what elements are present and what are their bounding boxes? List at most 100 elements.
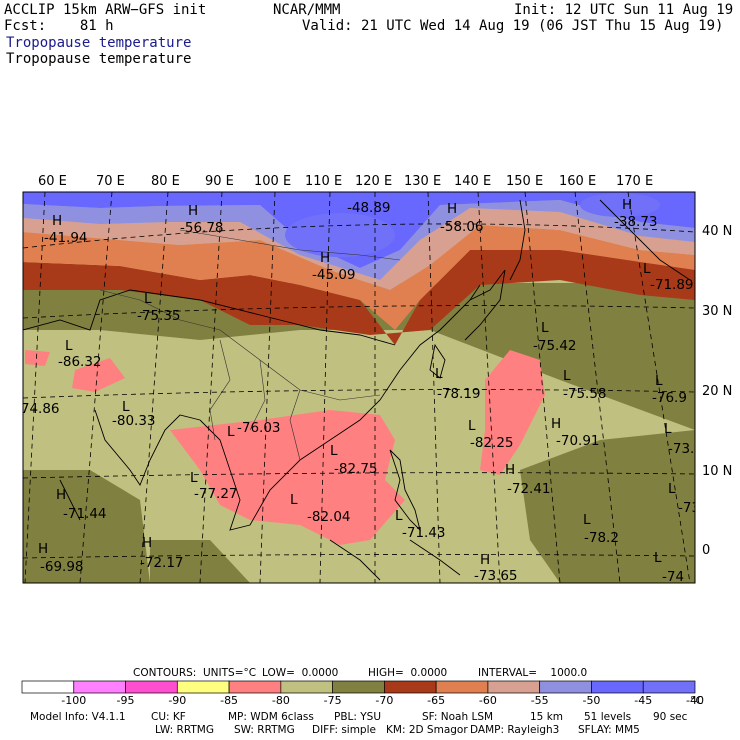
contours-label: CONTOURS: (133, 667, 197, 679)
colorbar-swatch (642, 680, 696, 694)
hl-type: H (52, 213, 62, 229)
colorbar-swatch (73, 680, 126, 694)
lon-label: 160 E (559, 174, 596, 189)
contours-low: LOW= 0.0000 (262, 667, 339, 679)
lon-label: 70 E (96, 174, 125, 189)
colorbar-tick-label: -60 (479, 694, 497, 707)
hl-value: -75.42 (533, 338, 577, 354)
hl-value: -45.09 (312, 267, 356, 283)
hl-value: -73. (668, 441, 694, 457)
hl-type: H (447, 201, 457, 217)
hl-value: -72.41 (507, 481, 551, 497)
footer-damp: DAMP: Rayleigh3 (470, 724, 560, 736)
field-band-55 (23, 208, 695, 290)
field-band-65 (23, 250, 695, 345)
hl-type: L (643, 261, 651, 277)
lon-label: 80 E (151, 174, 180, 189)
colorbar-tick-label: -90 (168, 694, 186, 707)
colorbar-tick-label: -100 (61, 694, 86, 707)
hl-value: -76.03 (237, 420, 281, 436)
hl-value: -74.86 (16, 401, 60, 417)
colorbar-tick-label: -75 (324, 694, 342, 707)
hl-type: L (330, 443, 338, 459)
hl-value: -75.58 (563, 386, 607, 402)
field-band-40-china (285, 213, 395, 257)
valid-time: Valid: 21 UTC Wed 14 Aug 19 (06 JST Thu … (302, 18, 724, 34)
colorbar-swatch (228, 680, 282, 694)
hl-value: -69.98 (40, 559, 84, 575)
hl-type: L (227, 424, 235, 440)
colorbar-tick-label: -55 (531, 694, 549, 707)
hl-type: L (563, 368, 571, 384)
colorbar-swatch (332, 680, 385, 694)
hl-type: L (122, 399, 130, 415)
footer-resolution: 15 km (530, 711, 564, 723)
hl-type: H (142, 535, 152, 551)
field-title-primary: Tropopause temperature (6, 35, 192, 51)
lon-label: 130 E (404, 174, 441, 189)
colorbar-tick-label: -95 (117, 694, 135, 707)
hl-value: -75.35 (137, 308, 181, 324)
field-band-70-south (150, 540, 250, 583)
contours-high: HIGH= 0.0000 (368, 667, 448, 679)
field-band-40-pacific (580, 193, 660, 217)
hl-value: -72.17 (140, 555, 184, 571)
contours-interval: INTERVAL= 1000.0 (478, 667, 588, 679)
hl-value: -80.33 (112, 413, 156, 429)
hl-value: -73.65 (474, 568, 518, 584)
footer-mp: MP: WDM 6class (228, 711, 314, 723)
hl-value: -82.75 (334, 461, 378, 477)
colorbar-swatch (435, 680, 489, 694)
org-label: NCAR/MMM (273, 2, 341, 18)
hl-type: H (505, 462, 515, 478)
lat-lon-grid (23, 192, 695, 583)
colorbar-tick-label: -50 (582, 694, 600, 707)
footer-cu: CU: KF (151, 711, 186, 723)
field-band-70-southeast (520, 430, 695, 583)
colorbar-swatch (280, 680, 333, 694)
colorbar-swatch (539, 680, 592, 694)
hl-type: H (38, 541, 48, 557)
hl-type: H (188, 203, 198, 219)
hl-type: H (56, 487, 66, 503)
hl-type: L (654, 550, 662, 566)
hl-type: L (395, 508, 403, 524)
contours-units: UNITS=°C (203, 667, 257, 679)
hl-value: -58.06 (440, 219, 484, 235)
lon-label: 120 E (355, 174, 392, 189)
colorbar-tick-label: -40 (686, 694, 704, 707)
hl-value: -73. (678, 500, 704, 516)
country-borders (99, 229, 401, 461)
model-title: ACCLIP 15km ARW−GFS init (4, 2, 207, 18)
colorbar-tick-label: -80 (272, 694, 290, 707)
field-band-60 (23, 225, 695, 330)
colorbar-swatch (125, 680, 178, 694)
colorbar-unit: °C (690, 694, 704, 707)
lat-label: 40 N (702, 224, 732, 239)
hl-value: -71.43 (402, 525, 446, 541)
hl-type: L (290, 492, 298, 508)
hl-type: L (664, 421, 672, 437)
lon-label: 110 E (305, 174, 342, 189)
footer-km: KM: 2D Smagor (386, 724, 468, 736)
footer-model-info: Model Info: V4.1.1 (30, 711, 126, 723)
lon-label: 90 E (205, 174, 234, 189)
hl-type: H (622, 197, 632, 213)
cold-patch-west (25, 350, 50, 366)
colorbar-tick-label: -70 (375, 694, 393, 707)
footer-sflay: SFLAY: MM5 (578, 724, 640, 736)
coastlines (23, 199, 691, 581)
hl-type: L (668, 481, 676, 497)
lon-label: 60 E (38, 174, 67, 189)
colorbar-tick-label: -45 (634, 694, 652, 707)
hl-type: L (144, 291, 152, 307)
hl-value: -78.2 (584, 530, 619, 546)
hl-value: -56.78 (180, 220, 224, 236)
hl-value: -82.25 (470, 435, 514, 451)
hl-type: L (468, 418, 476, 434)
map-frame (22, 191, 696, 584)
high-low-markers: H -41.94 H -56.78 -48.89 H -58.06 H -38.… (16, 197, 704, 584)
colorbar-swatch (591, 680, 644, 694)
footer-pbl: PBL: YSU (334, 711, 382, 723)
cold-patch-indochina (170, 410, 405, 545)
